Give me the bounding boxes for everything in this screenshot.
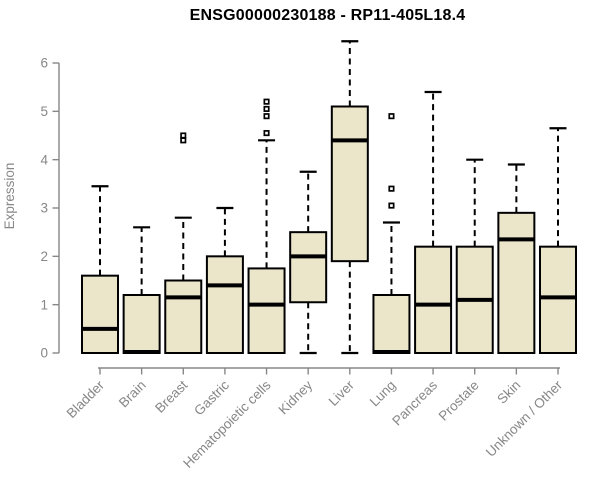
iqr-box [247,267,286,354]
y-tick-label: 3 [40,201,48,216]
y-tick-label: 2 [40,249,48,264]
box-pancreas [414,90,453,355]
x-tick-label: Kidney [276,377,316,417]
box-skin [497,163,536,354]
x-tick-label: Bladder [64,377,108,421]
iqr-box [372,294,411,354]
y-tick-label: 0 [40,346,48,361]
iqr-box [122,294,161,354]
y-tick-label: 4 [40,152,48,167]
x-tick-label: Gastric [191,377,232,418]
iqr-box [330,105,369,263]
outlier-point [388,202,395,209]
x-tick-label: Unknown / Other [483,377,566,460]
y-axis-title: Expression [2,163,17,230]
y-tick-label: 6 [40,56,48,71]
box-kidney [289,170,328,355]
iqr-box [164,279,203,354]
y-tick-label: 1 [40,297,48,312]
x-tick-label: Pancreas [389,377,440,428]
y-tick-label: 5 [40,104,48,119]
outlier-point [180,132,187,139]
box-bladder [81,185,119,354]
box-liver [330,40,369,355]
outlier-point [388,113,395,120]
outlier-point [388,185,395,192]
chart-title: ENSG00000230188 - RP11-405L18.4 [189,7,466,24]
iqr-box [414,245,453,355]
x-tick-label: Lung [367,378,399,410]
outlier-point [263,98,270,105]
box-brain [122,226,161,355]
iqr-box [538,245,577,355]
x-tick-label: Liver [326,377,358,409]
box-prostate [455,158,494,355]
outlier-point [180,137,187,144]
x-tick-label: Brain [116,378,149,411]
y-axis: 0 1 2 3 4 5 6 [40,56,60,361]
outlier-point [263,113,270,120]
box-gastric [205,206,244,355]
x-tick-label: Skin [494,378,523,407]
iqr-box [497,211,536,354]
box-unknown-other [538,127,577,355]
box-lung [372,113,411,355]
iqr-box [205,255,244,355]
box-hematopoietic-cells [247,98,286,354]
x-tick-label: Breast [152,377,190,415]
outlier-point [263,105,270,112]
box-breast [164,132,203,354]
outlier-point [263,130,270,137]
iqr-box [289,231,328,304]
x-tick-label: Prostate [436,378,482,424]
iqr-box [81,274,119,354]
